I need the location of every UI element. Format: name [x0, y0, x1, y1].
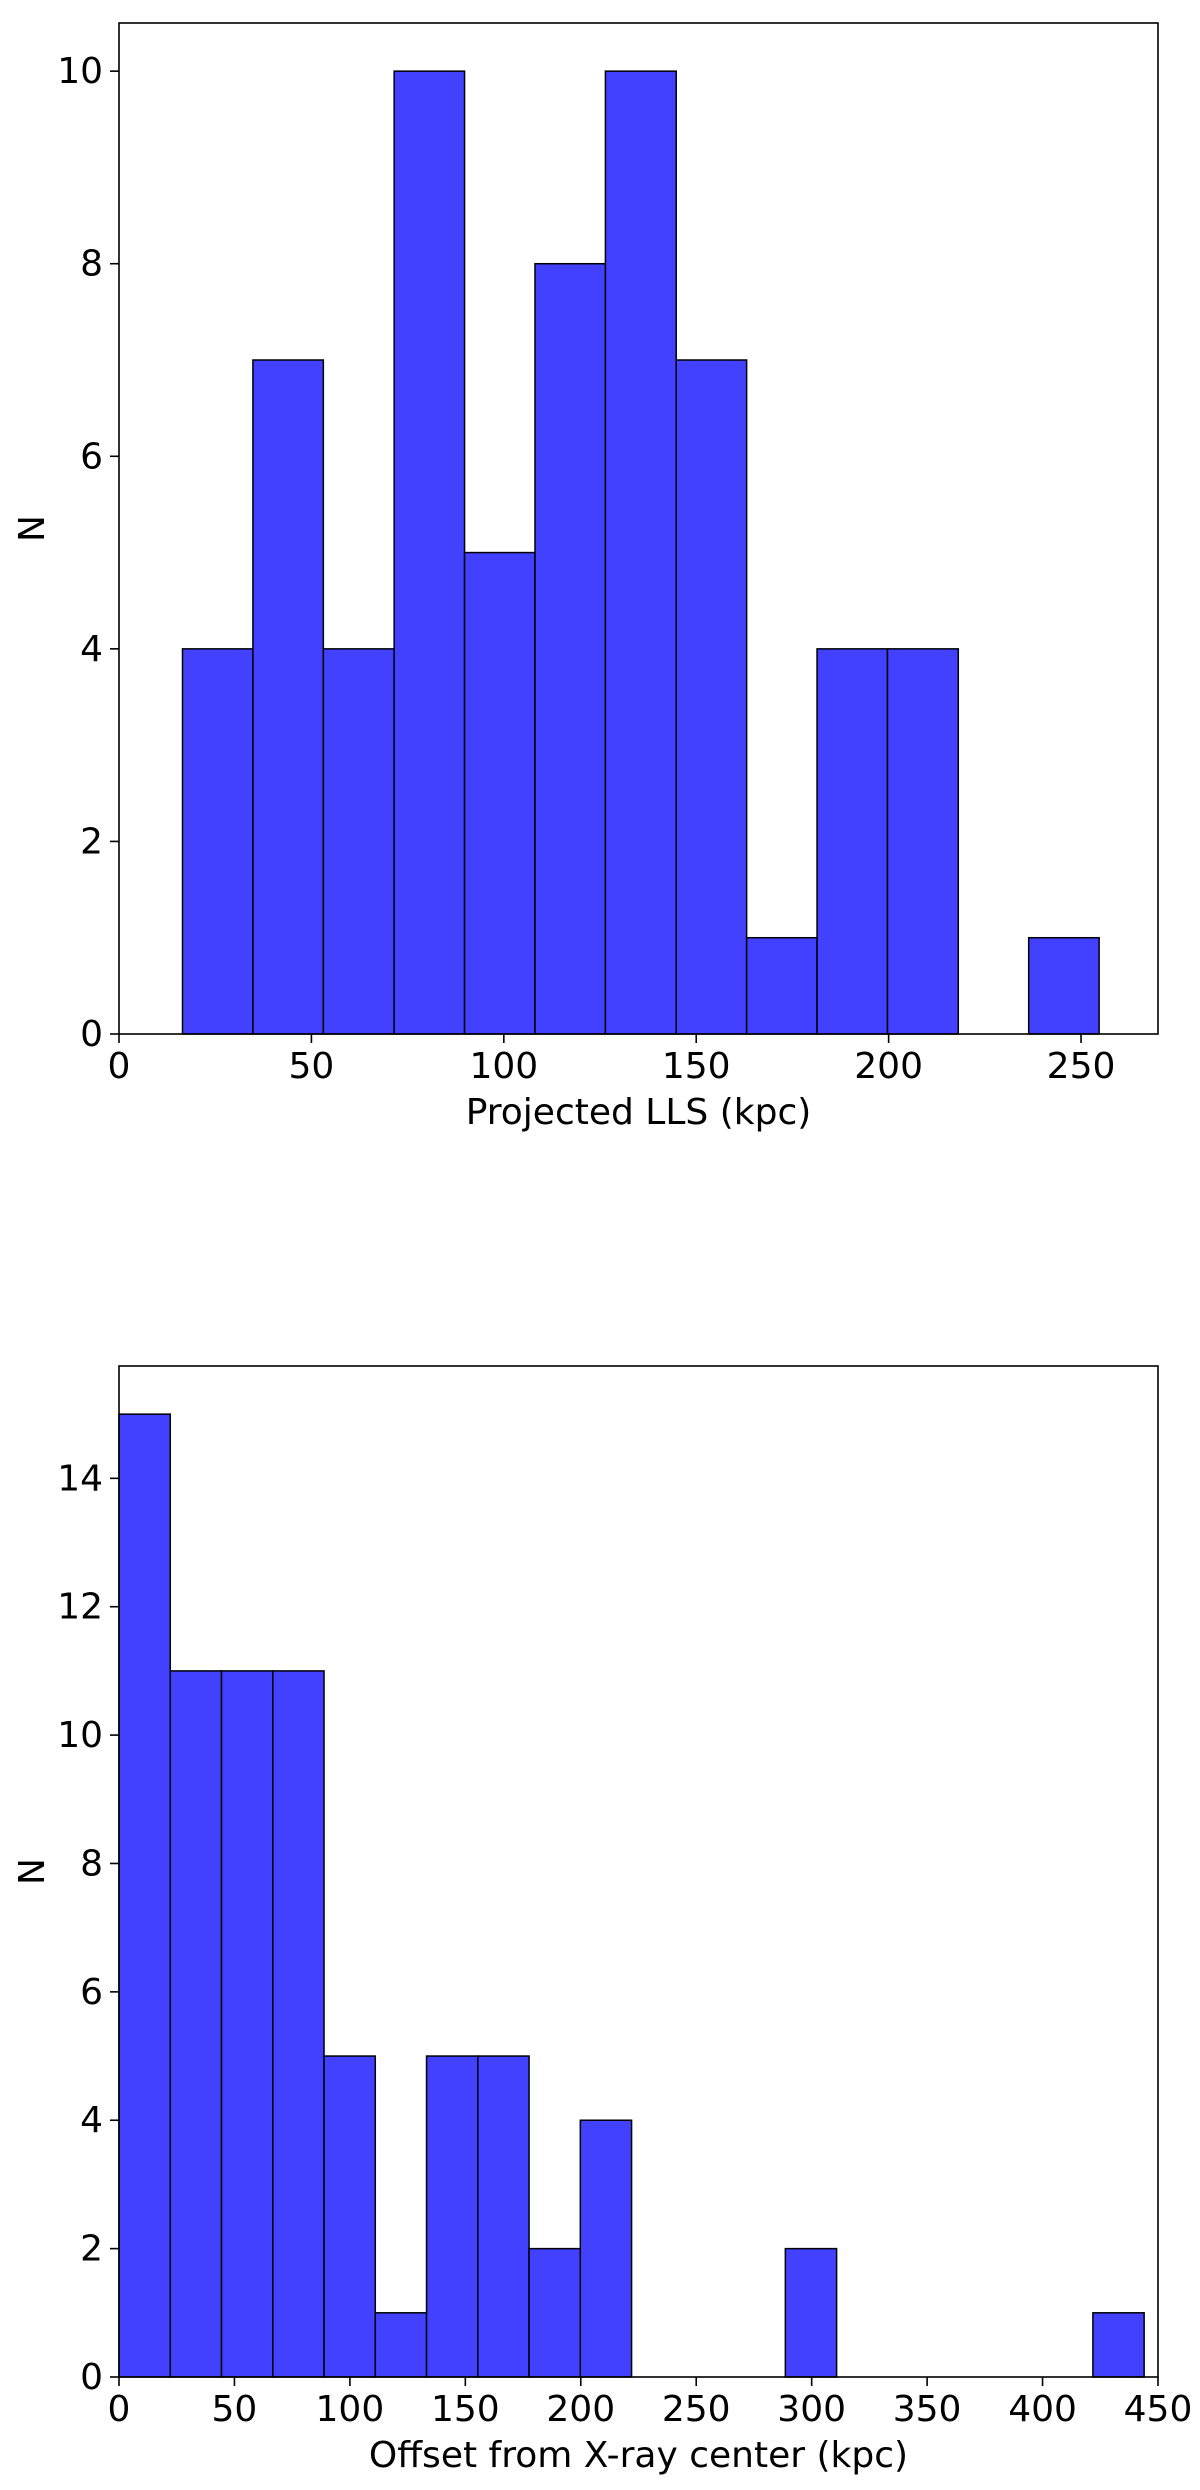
histogram-bar — [463, 551, 536, 1035]
histogram-bar — [323, 2055, 377, 2378]
y-tick-label: 8 — [80, 244, 103, 285]
x-tick-label: 150 — [431, 2389, 500, 2430]
x-tick-label: 200 — [854, 1046, 923, 1087]
y-tick-label: 0 — [80, 1014, 103, 1055]
histogram-bar — [322, 648, 395, 1035]
y-tick-label: 4 — [80, 629, 103, 670]
histogram-bar — [784, 2247, 838, 2378]
histogram-bar — [604, 70, 677, 1035]
histogram-bar — [272, 1670, 325, 2378]
y-tick-label: 8 — [80, 1843, 103, 1884]
chart-projected-lls: 0 50 100 150 200 250 0 2 4 6 8 10 Projected LLS (kpc… — [12, 22, 1159, 1133]
histogram-bar — [220, 1670, 274, 2378]
x-axis-label: Projected LLS (kpc) — [466, 1092, 812, 1133]
x-tick-label: 150 — [662, 1046, 731, 1087]
histogram-bar — [374, 2312, 428, 2378]
x-tick-label: 200 — [546, 2389, 615, 2430]
x-tick-label: 250 — [1047, 1046, 1116, 1087]
histogram-bar — [1092, 2312, 1145, 2378]
x-tick-label: 50 — [289, 1046, 335, 1087]
histogram-bar — [477, 2055, 530, 2378]
histogram-bar — [675, 359, 748, 1035]
y-axis-label: N — [12, 1858, 53, 1885]
x-tick-label: 0 — [108, 1046, 131, 1087]
plot-frame — [118, 22, 1159, 1035]
y-tick-label: 4 — [80, 2100, 103, 2141]
histogram-bar — [425, 2055, 479, 2378]
x-tick-label: 0 — [108, 2389, 131, 2430]
histogram-bar — [118, 1413, 172, 2378]
histogram-bar — [886, 648, 960, 1035]
histogram-bar — [252, 359, 325, 1035]
y-tick-label: 6 — [80, 1972, 103, 2013]
x-tick-label: 400 — [1008, 2389, 1077, 2430]
histogram-bar — [579, 2119, 633, 2378]
chart-offset-from-xray-center: 0 50 100 150 200 250 300 350 400 450 0 2 4 6 8 10 12 14 Of… — [12, 1365, 1193, 2476]
plot-frame — [118, 1365, 1159, 2378]
histogram-bar — [528, 2247, 582, 2378]
x-tick-label: 100 — [469, 1046, 538, 1087]
histogram-bar — [816, 648, 889, 1035]
x-tick-label: 300 — [777, 2389, 846, 2430]
histogram-bar — [534, 262, 607, 1035]
y-tick-label: 14 — [57, 1458, 103, 1499]
y-axis-label: N — [12, 515, 53, 542]
y-tick-label: 2 — [80, 821, 103, 862]
x-axis-label: Offset from X-ray center (kpc) — [369, 2435, 908, 2476]
x-tick-label: 350 — [893, 2389, 962, 2430]
histogram-bar — [169, 1670, 223, 2378]
y-tick-label: 0 — [80, 2357, 103, 2398]
y-tick-label: 12 — [57, 1587, 103, 1628]
histogram-bar — [1027, 936, 1100, 1035]
x-tick-label: 250 — [662, 2389, 731, 2430]
x-tick-label: 50 — [212, 2389, 258, 2430]
y-tick-label: 6 — [80, 436, 103, 477]
histogram-bar — [181, 648, 254, 1035]
histogram-bar — [745, 936, 818, 1035]
x-tick-label: 100 — [316, 2389, 385, 2430]
histogram-bar — [393, 70, 466, 1035]
y-tick-label: 2 — [80, 2229, 103, 2270]
x-tick-label: 450 — [1124, 2389, 1193, 2430]
y-tick-label: 10 — [57, 51, 103, 92]
y-tick-label: 10 — [57, 1715, 103, 1756]
